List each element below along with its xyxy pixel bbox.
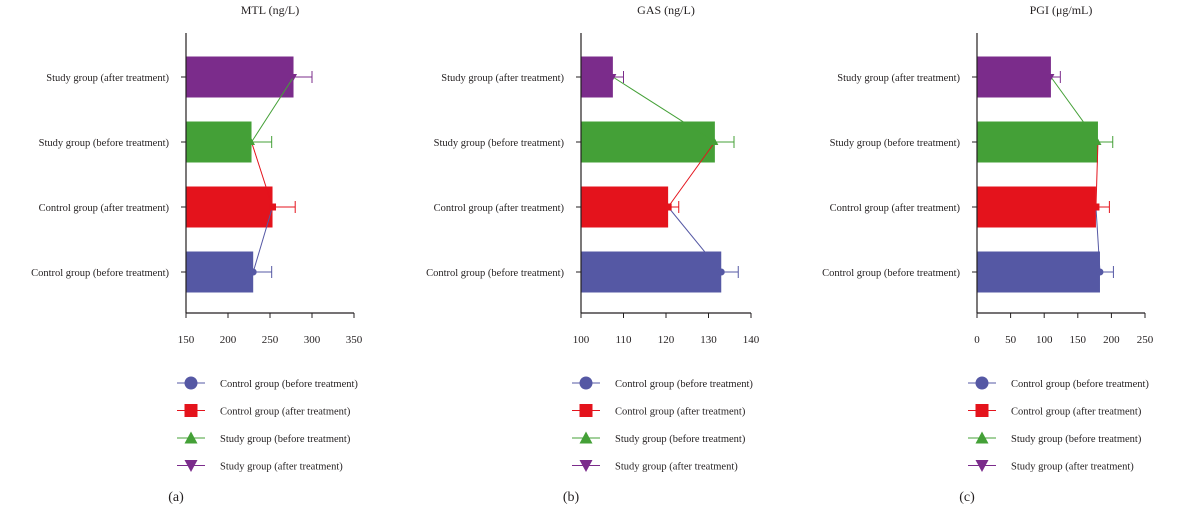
x-tick-label: 150 xyxy=(1070,334,1087,346)
x-tick-label: 200 xyxy=(1103,334,1120,346)
x-tick-label: 250 xyxy=(262,334,279,346)
legend-label: Study group (after treatment) xyxy=(615,462,738,473)
legend-label: Study group (before treatment) xyxy=(1011,434,1142,445)
bar xyxy=(581,251,722,293)
mean-marker xyxy=(248,138,256,145)
bar xyxy=(186,251,254,293)
legend-label: Study group (after treatment) xyxy=(220,462,343,473)
chart-panel-1: MTL (ng/L) Study group (after treatment) S… xyxy=(31,3,363,505)
mean-marker xyxy=(290,74,298,81)
mean-marker xyxy=(269,203,277,211)
bar xyxy=(581,121,715,163)
mean-marker xyxy=(609,74,617,81)
trend-line xyxy=(251,141,273,208)
legend-marker xyxy=(975,459,989,472)
y-tick-label: Study group (after treatment) xyxy=(46,73,169,84)
chart-title: GAS (ng/L) xyxy=(637,3,695,17)
x-tick-label: 110 xyxy=(615,334,632,346)
x-tick-label: 100 xyxy=(1036,334,1053,346)
x-tick-label: 100 xyxy=(573,334,590,346)
legend-label: Study group (after treatment) xyxy=(1011,462,1134,473)
x-tick-label: 250 xyxy=(1137,334,1154,346)
y-tick-label: Control group (after treatment) xyxy=(830,203,961,214)
bar xyxy=(977,251,1100,293)
trend-line xyxy=(612,76,716,143)
panel-label: (c) xyxy=(959,490,975,505)
legend-marker xyxy=(579,376,593,390)
trend-line xyxy=(252,206,273,273)
mean-marker xyxy=(1094,138,1102,145)
x-tick-label: 140 xyxy=(743,334,760,346)
trend-line xyxy=(251,76,294,143)
trend-line xyxy=(1050,76,1099,143)
y-tick-label: Study group (after treatment) xyxy=(837,73,960,84)
legend-marker xyxy=(184,404,198,417)
chart-panel-3: PGI (μg/mL) Study group (after treatment)… xyxy=(822,3,1154,505)
legend-marker xyxy=(579,404,593,417)
y-tick-label: Control group (before treatment) xyxy=(31,268,169,279)
legend: Control group (before treatment) Control … xyxy=(968,376,1149,473)
x-tick-label: 120 xyxy=(658,334,675,346)
legend-marker xyxy=(579,459,593,472)
y-tick-label: Study group (before treatment) xyxy=(830,138,961,149)
x-tick-label: 350 xyxy=(346,334,363,346)
mean-marker xyxy=(717,268,725,276)
x-tick-label: 50 xyxy=(1005,334,1017,346)
chart-title: MTL (ng/L) xyxy=(241,3,300,17)
mean-marker xyxy=(711,138,719,145)
trend-line xyxy=(667,206,722,273)
x-tick-label: 200 xyxy=(220,334,237,346)
y-tick-label: Control group (before treatment) xyxy=(426,268,564,279)
y-tick-label: Control group (after treatment) xyxy=(39,203,170,214)
x-tick-label: 130 xyxy=(700,334,717,346)
mean-marker xyxy=(249,268,257,276)
bar xyxy=(581,186,669,228)
mean-marker xyxy=(664,203,672,211)
y-tick-label: Study group (after treatment) xyxy=(441,73,564,84)
legend: Control group (before treatment) Control … xyxy=(572,376,753,473)
legend-label: Control group (before treatment) xyxy=(1011,379,1149,390)
trend-line xyxy=(1095,141,1099,208)
legend-label: Study group (before treatment) xyxy=(615,434,746,445)
x-tick-label: 150 xyxy=(178,334,195,346)
legend-marker xyxy=(184,431,198,444)
legend-marker xyxy=(184,376,198,390)
legend-label: Control group (after treatment) xyxy=(1011,407,1142,418)
mean-marker xyxy=(1096,268,1104,276)
trend-line xyxy=(1095,206,1101,273)
x-tick-label: 300 xyxy=(304,334,321,346)
legend-label: Control group (before treatment) xyxy=(220,379,358,390)
bar xyxy=(186,121,252,163)
bar xyxy=(977,121,1098,163)
legend-label: Control group (after treatment) xyxy=(615,407,746,418)
y-tick-label: Study group (before treatment) xyxy=(434,138,565,149)
mean-marker xyxy=(1047,74,1055,81)
bar xyxy=(186,56,294,98)
panel-label: (b) xyxy=(563,490,580,505)
y-tick-label: Control group (before treatment) xyxy=(822,268,960,279)
legend: Control group (before treatment) Control … xyxy=(177,376,358,473)
legend-marker xyxy=(184,459,198,472)
legend-marker xyxy=(975,404,989,417)
y-tick-label: Control group (after treatment) xyxy=(434,203,565,214)
trend-line xyxy=(667,141,716,208)
legend-label: Study group (before treatment) xyxy=(220,434,351,445)
x-tick-label: 0 xyxy=(974,334,980,346)
bar xyxy=(977,186,1096,228)
legend-marker xyxy=(975,376,989,390)
mean-marker xyxy=(1092,203,1100,211)
panel-label: (a) xyxy=(168,490,184,505)
chart-panel-2: GAS (ng/L) Study group (after treatment) S… xyxy=(426,3,760,505)
bar xyxy=(186,186,273,228)
legend-label: Control group (before treatment) xyxy=(615,379,753,390)
legend-label: Control group (after treatment) xyxy=(220,407,351,418)
bar xyxy=(977,56,1051,98)
y-tick-label: Study group (before treatment) xyxy=(39,138,170,149)
legend-marker xyxy=(579,431,593,444)
legend-marker xyxy=(975,431,989,444)
bar xyxy=(581,56,613,98)
chart-title: PGI (μg/mL) xyxy=(1030,3,1093,17)
